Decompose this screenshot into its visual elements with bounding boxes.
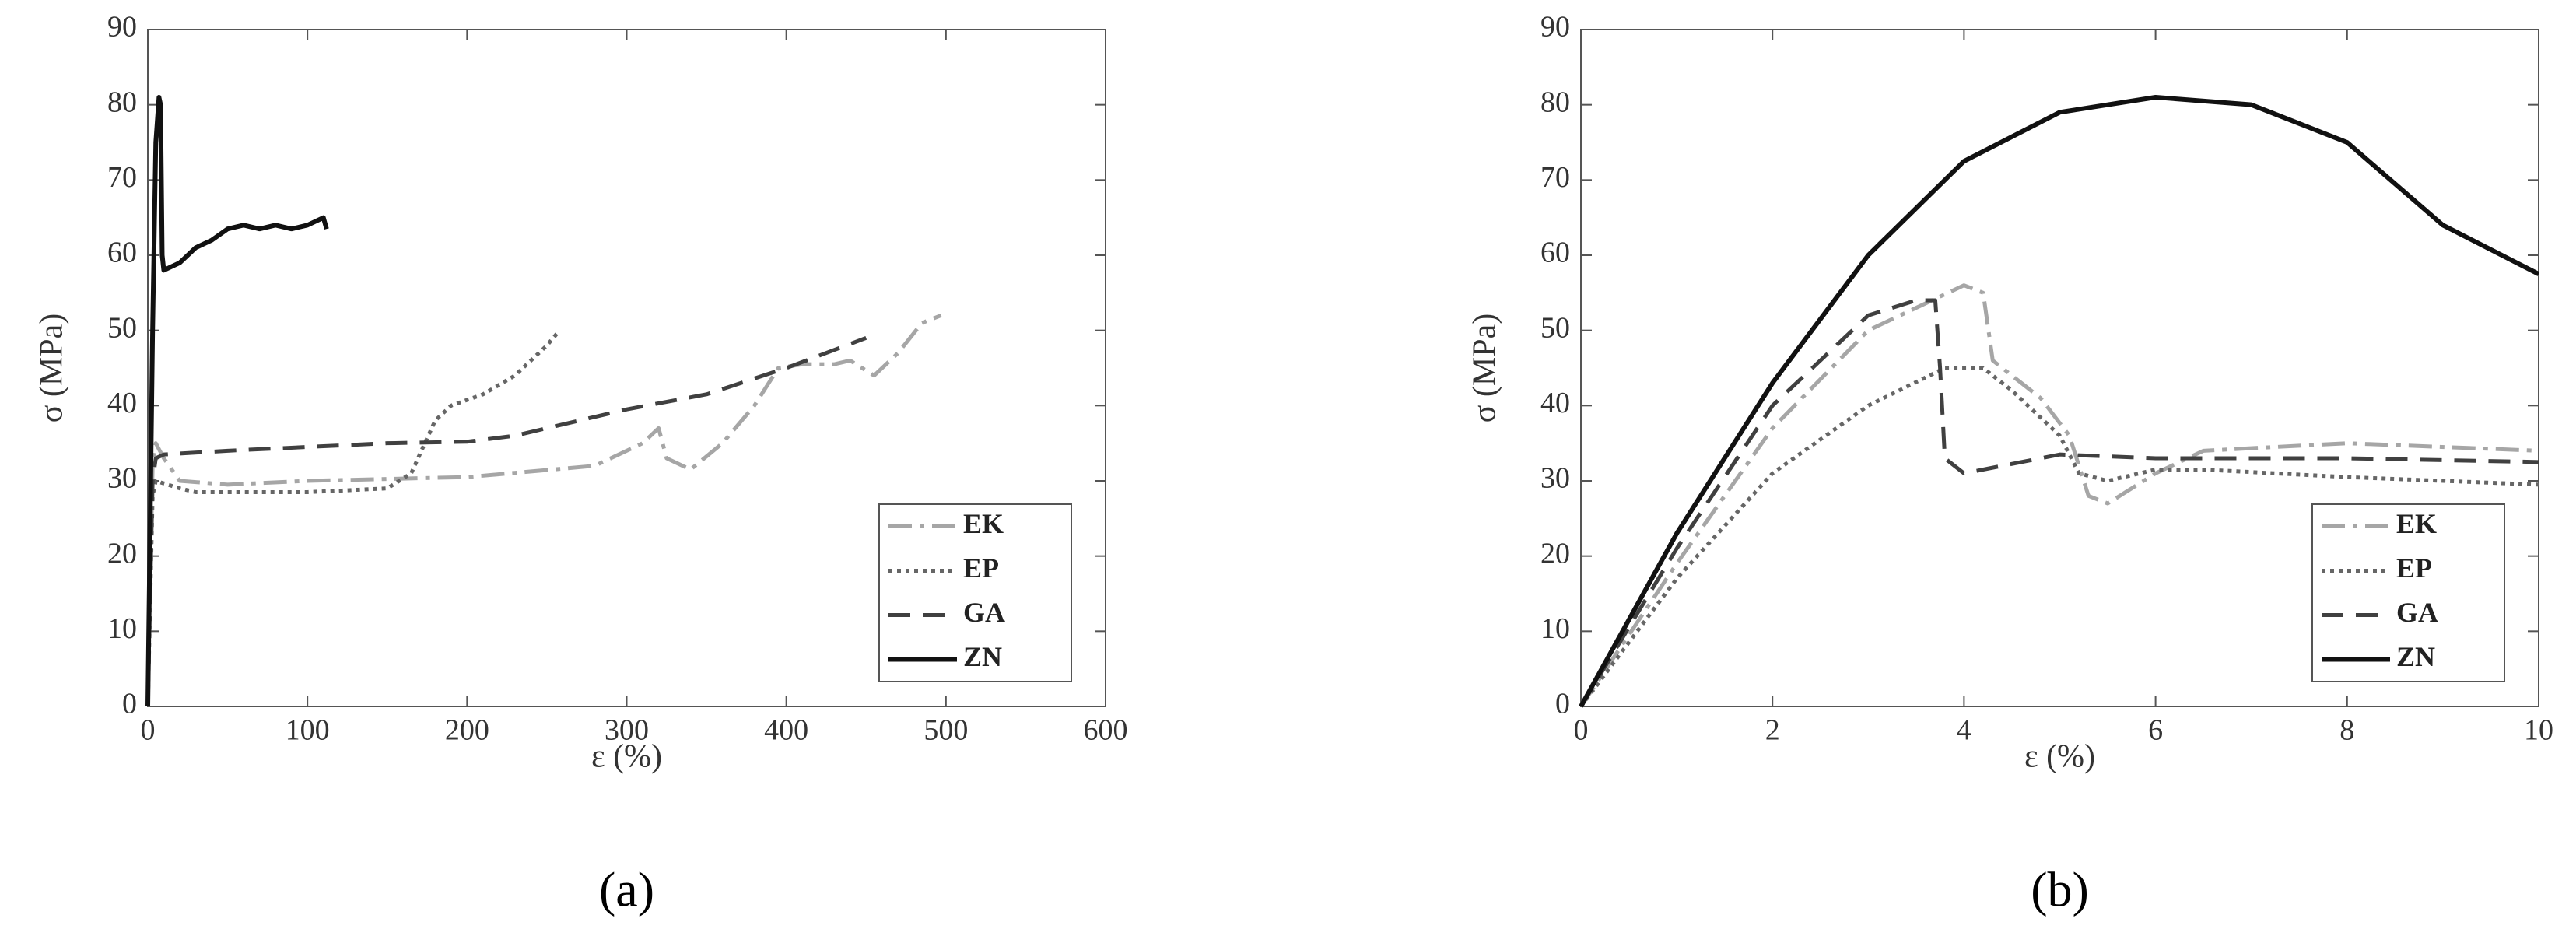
legend-label: EP: [2396, 552, 2432, 584]
x-axis-label: ε (%): [591, 739, 662, 775]
y-tick-label: 50: [107, 311, 137, 344]
legend-box: [2311, 503, 2505, 682]
chart: 0 2 4 6 8 10 0 10 20 30 40 50 60 70 80 90 ε (%) σ (MPa) (b…: [1467, 11, 2553, 917]
x-tick-label: 10: [2524, 714, 2553, 747]
y-tick-label: 80: [107, 86, 137, 118]
legend-label: ZN: [963, 641, 1002, 672]
series-line: [1579, 95, 2540, 708]
y-tick-label: 20: [107, 537, 137, 570]
caption: (b): [2031, 862, 2089, 917]
y-axis-label: σ (MPa): [34, 314, 70, 422]
y-tick-label: 20: [1540, 537, 1570, 570]
legend-label: ZN: [2396, 641, 2435, 672]
legend-label: EK: [963, 508, 1004, 539]
plot-frame: [1580, 29, 2539, 707]
y-tick-label: 0: [1555, 688, 1570, 720]
x-tick-label: 400: [764, 714, 808, 747]
y-axis-label: σ (MPa): [1467, 314, 1503, 422]
legend-box: [878, 503, 1072, 682]
series-line: [145, 314, 942, 707]
x-tick-label: 300: [605, 714, 649, 747]
series-line: [1579, 283, 2539, 708]
y-tick-label: 40: [107, 387, 137, 419]
legend: EK EP GA ZN: [878, 503, 1072, 682]
x-tick-label: 8: [2339, 714, 2354, 747]
y-tick-label: 90: [107, 11, 137, 44]
x-tick-label: 200: [445, 714, 489, 747]
y-tick-label: 50: [1540, 311, 1570, 344]
legend-label: EP: [963, 552, 999, 584]
legend-label: GA: [2396, 597, 2438, 628]
y-tick-label: 10: [107, 612, 137, 645]
y-tick-label: 30: [1540, 462, 1570, 495]
chart: 0 100 200 300 400 500 600 0 10 20 30 40 50 60 70 80 90 ε …: [34, 11, 1128, 917]
legend-label: EK: [2396, 508, 2437, 539]
x-tick-label: 2: [1765, 714, 1780, 747]
x-tick-label: 500: [924, 714, 968, 747]
x-tick-label: 6: [2148, 714, 2163, 747]
y-tick-label: 70: [107, 161, 137, 194]
y-tick-label: 10: [1540, 612, 1570, 645]
x-axis-label: ε (%): [2024, 739, 2095, 775]
x-tick-label: 0: [1574, 714, 1589, 747]
legend-label: GA: [963, 597, 1005, 628]
y-tick-label: 0: [122, 688, 137, 720]
y-tick-label: 60: [107, 237, 137, 269]
caption: (a): [599, 862, 654, 917]
legend: EK EP GA ZN: [2311, 503, 2505, 682]
x-tick-label: 0: [141, 714, 156, 747]
x-tick-label: 4: [1957, 714, 1971, 747]
x-tick-label: 100: [286, 714, 330, 747]
y-tick-label: 30: [107, 462, 137, 495]
series-line: [145, 335, 867, 707]
y-tick-label: 60: [1540, 237, 1570, 269]
x-tick-label: 600: [1084, 714, 1128, 747]
y-tick-label: 90: [1540, 11, 1570, 44]
series-line: [1579, 366, 2539, 708]
series-line: [145, 329, 562, 707]
series-line: [1579, 298, 2539, 708]
series-line: [145, 95, 329, 707]
y-tick-label: 80: [1540, 86, 1570, 118]
y-tick-label: 40: [1540, 387, 1570, 419]
y-tick-label: 70: [1540, 161, 1570, 194]
